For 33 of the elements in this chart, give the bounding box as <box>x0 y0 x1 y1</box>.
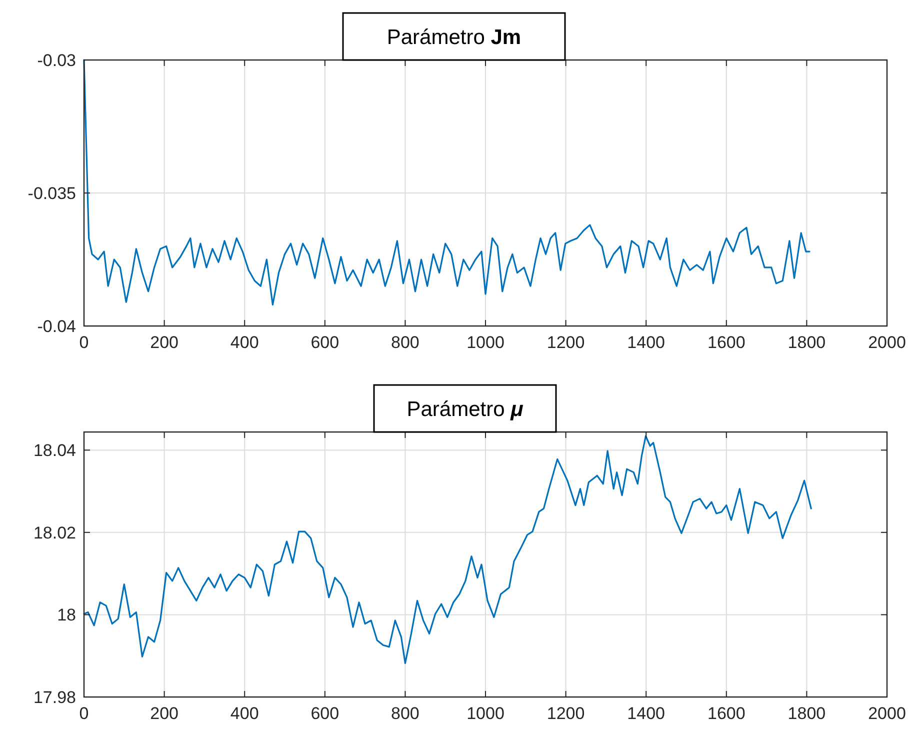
y-tick-label: -0.035 <box>28 184 76 203</box>
chart-title: Parámetro μ <box>406 398 524 421</box>
x-tick-label: 1200 <box>546 704 585 723</box>
x-tick-label: 800 <box>391 333 420 352</box>
x-tick-label: 1000 <box>466 333 504 352</box>
chart-title: Parámetro Jm <box>386 26 522 49</box>
x-tick-label: 1400 <box>627 333 666 352</box>
x-tick-label: 1400 <box>627 704 666 723</box>
x-tick-label: 0 <box>79 704 89 723</box>
line-series <box>83 435 812 664</box>
y-tick-label: -0.04 <box>37 317 76 336</box>
x-tick-label: 200 <box>150 704 178 723</box>
x-tick-label: 2000 <box>868 333 906 352</box>
x-tick-label: 800 <box>391 704 420 723</box>
x-tick-label: 200 <box>150 333 178 352</box>
line-series <box>83 59 810 306</box>
x-tick-label: 400 <box>230 333 259 352</box>
x-tick-label: 0 <box>79 333 89 352</box>
y-tick-label: -0.03 <box>37 51 76 70</box>
x-tick-label: 1600 <box>707 704 746 723</box>
x-tick-label: 1800 <box>788 704 826 723</box>
x-tick-label: 1000 <box>466 704 504 723</box>
y-tick-label: 18.02 <box>33 523 76 542</box>
x-tick-label: 1200 <box>546 333 585 352</box>
y-tick-label: 18.04 <box>33 441 76 460</box>
x-tick-label: 2000 <box>868 704 906 723</box>
x-tick-label: 400 <box>230 704 259 723</box>
x-tick-label: 1800 <box>788 333 826 352</box>
x-tick-label: 1600 <box>707 333 746 352</box>
x-tick-label: 600 <box>310 704 340 723</box>
y-tick-label: 17.98 <box>33 688 76 707</box>
y-tick-label: 18 <box>57 606 76 625</box>
x-tick-label: 600 <box>310 333 340 352</box>
